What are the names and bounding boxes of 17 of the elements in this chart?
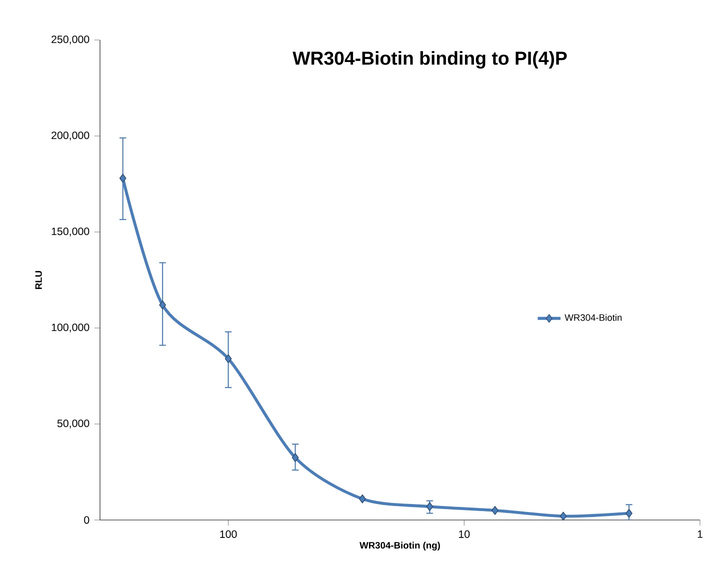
y-tick-label: 50,000 <box>57 420 90 428</box>
point <box>492 506 498 515</box>
x-tick-label: 10 <box>459 530 470 538</box>
legend-label: WR304-Biotin <box>564 314 622 321</box>
text: WR304-Biotin binding to PI(4)P <box>292 51 567 69</box>
y-tick-label: 150,000 <box>52 228 90 236</box>
y-tick-label: 100,000 <box>52 324 90 332</box>
y-tick-label: 200,000 <box>52 132 90 140</box>
point <box>626 508 632 518</box>
x-tick-label: 100 <box>220 530 237 538</box>
y-axis-title: RLU <box>35 270 42 289</box>
x-axis-title: WR304-Biotin (ng) <box>360 542 440 551</box>
y-tick-label: 0 <box>84 516 90 524</box>
point <box>224 354 232 364</box>
y-tick-label: 250,000 <box>52 36 90 44</box>
point <box>359 494 366 504</box>
x-tick-label: 1 <box>698 530 702 538</box>
